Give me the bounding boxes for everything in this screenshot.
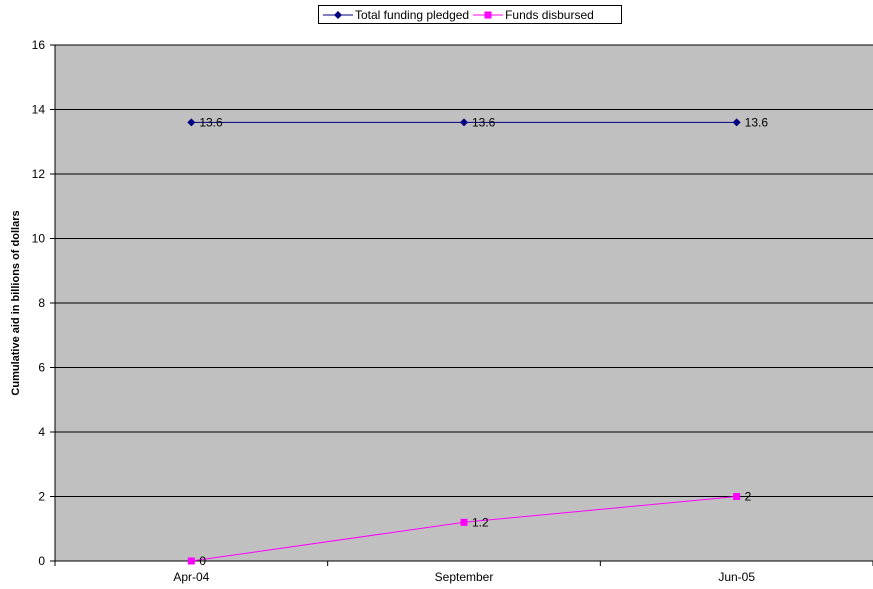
data-label: 0 [199,554,206,568]
y-axis-tick-labels: 0 2 4 6 8 10 12 14 16 [32,38,46,568]
legend-label-funds-disbursed: Funds disbursed [505,7,594,22]
y-tick-label: 6 [38,361,45,375]
data-point [187,557,195,565]
series-1: 01.22 [187,490,752,568]
legend: Total funding pledged Funds disbursed [318,5,622,24]
data-label: 13.6 [472,115,496,129]
gridlines [55,44,873,497]
x-tick-label: Apr-04 [173,570,209,584]
x-axis-tick-labels: Apr-04 September Jun-05 [173,570,755,584]
data-point [460,518,468,526]
legend-item-total-funding-pledged: Total funding pledged [323,8,473,22]
y-tick-label: 12 [32,167,46,181]
y-tick-label: 4 [38,425,45,439]
legend-label-total-funding-pledged: Total funding pledged [355,7,470,22]
y-tick-label: 10 [32,232,46,246]
data-label: 1.2 [472,515,489,529]
data-point [733,493,741,500]
data-label: 13.6 [745,115,769,129]
y-tick-label: 14 [32,103,46,117]
y-tick-label: 8 [38,296,45,310]
data-point [732,118,741,127]
y-tick-label: 2 [38,490,45,504]
data-point [460,118,468,127]
y-tick-label: 16 [32,38,46,52]
series-0: 13.6 13.6 13.6 [187,115,768,129]
data-point [187,118,196,127]
diamond-marker-icon [323,10,353,19]
square-marker-icon [473,11,504,18]
data-label: 2 [745,490,752,504]
series-layer: 13.6 13.6 13.601.22 [187,115,768,568]
y-tick-label: 0 [38,554,45,568]
x-tick-label: Jun-05 [718,570,755,584]
x-tick-label: September [435,570,494,584]
data-label: 13.6 [199,115,223,129]
y-axis-title: Cumulative aid in billions of dollars [10,210,22,395]
legend-item-funds-disbursed: Funds disbursed [473,8,598,22]
